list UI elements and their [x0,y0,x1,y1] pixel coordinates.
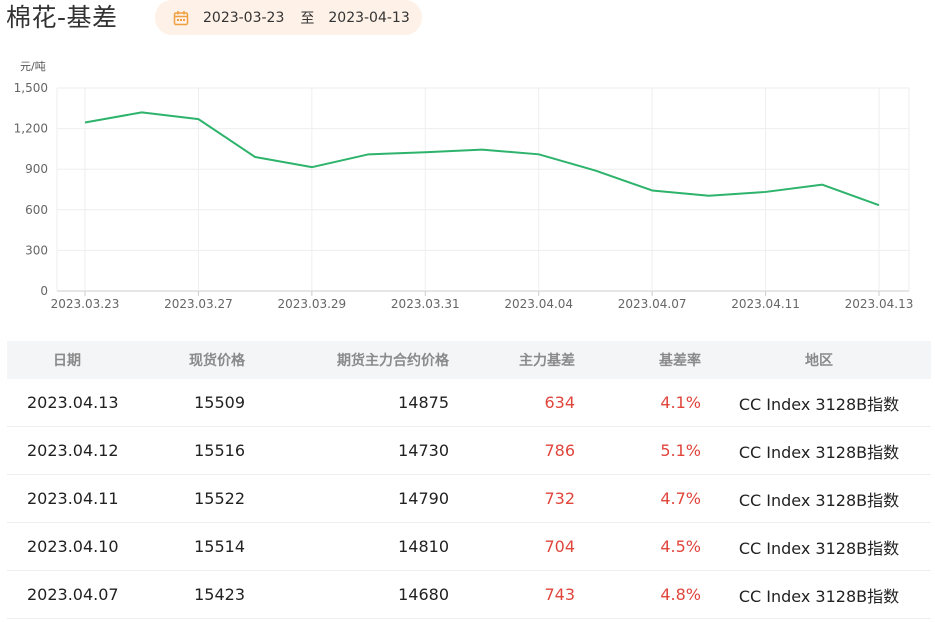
cell-region: CC Index 3128B指数 [738,394,900,414]
y-tick-label: 600 [25,203,48,217]
table-row: 2023.04.11 15522 14790 732 4.7% CC Index 3128… [7,475,931,523]
cell-futures-price: 14790 [398,489,449,508]
y-tick-label: 1,500 [14,81,48,95]
x-tick-label: 2023.04.13 [845,297,914,311]
header-basis-rate: 基差率 [659,353,701,369]
cell-basis: 786 [544,441,575,460]
cell-spot-price: 15509 [194,393,245,412]
data-point [83,121,87,125]
table-header: 日期 现货价格 期货主力合约价格 主力基差 基差率 地区 [7,341,931,379]
y-tick-label: 300 [25,243,48,257]
header-basis: 主力基差 [519,353,575,369]
cell-spot-price: 15514 [194,537,245,556]
x-tick-label: 2023.03.29 [277,297,346,311]
x-tick-label: 2023.04.11 [731,297,800,311]
series-line [84,111,880,207]
cell-basis: 743 [544,585,575,604]
cell-basis: 704 [544,537,575,556]
header-date: 日期 [53,353,81,369]
y-tick-label: 1,200 [14,122,48,136]
header-futures-price: 期货主力合约价格 [337,353,449,369]
cell-date: 2023.04.10 [27,537,119,556]
cell-basis-rate: 4.7% [660,489,701,508]
table-body: 2023.04.13 15509 14875 634 4.1% CC Index 3128… [7,379,931,619]
cell-basis-rate: 5.1% [660,441,701,460]
cell-futures-price: 14680 [398,585,449,604]
data-point [593,169,597,173]
data-point [707,194,711,198]
cell-date: 2023.04.07 [27,585,119,604]
basis-table: 日期 现货价格 期货主力合约价格 主力基差 基差率 地区 2023.04.13 1… [7,341,931,619]
data-point [650,188,654,192]
cell-futures-price: 14810 [398,537,449,556]
date-end[interactable]: 2023-04-13 [328,9,410,26]
cell-futures-price: 14875 [398,393,449,412]
header-region: 地区 [805,353,833,369]
y-axis-unit-label: 元/吨 [20,60,46,73]
cell-spot-price: 15423 [194,585,245,604]
date-range-picker[interactable]: 2023-03-23 至 2023-04-13 [155,0,422,35]
y-tick-label: 900 [25,162,48,176]
cell-region: CC Index 3128B指数 [738,538,900,558]
table-row: 2023.04.10 15514 14810 704 4.5% CC Index 3128… [7,523,931,571]
cell-date: 2023.04.11 [27,489,119,508]
cell-futures-price: 14730 [398,441,449,460]
data-point [140,110,144,114]
basis-line-chart: 元/吨 0 300 600 900 1,200 1,500 2023.03.23 2023.03… [14,60,914,311]
data-point [423,150,427,154]
x-tick-label: 2023.03.23 [51,297,120,311]
header-spot-price: 现货价格 [189,353,245,369]
cell-date: 2023.04.12 [27,441,119,460]
cell-basis: 634 [544,393,575,412]
cell-region: CC Index 3128B指数 [738,586,900,606]
x-tick-label: 2023.04.07 [618,297,687,311]
x-tick-label: 2023.03.27 [164,297,233,311]
cell-spot-price: 15516 [194,441,245,460]
cell-spot-price: 15522 [194,489,245,508]
x-tick-label: 2023.04.04 [504,297,573,311]
date-start[interactable]: 2023-03-23 [203,9,285,26]
table-row: 2023.04.13 15509 14875 634 4.1% CC Index 3128… [7,379,931,427]
cell-region: CC Index 3128B指数 [738,442,900,462]
x-tick-label: 2023.03.31 [391,297,460,311]
data-point [480,148,484,152]
data-point [196,117,200,121]
data-point [820,183,824,187]
data-point [367,152,371,156]
page-title: 棉花-基差 [6,3,118,32]
cell-basis-rate: 4.5% [660,537,701,556]
data-point [537,152,541,156]
data-point [764,190,768,194]
data-point [310,165,314,169]
data-point [877,203,881,207]
cell-region: CC Index 3128B指数 [738,490,900,510]
table-row: 2023.04.12 15516 14730 786 5.1% CC Index 3128… [7,427,931,475]
cell-basis: 732 [544,489,575,508]
data-point [253,155,257,159]
cell-basis-rate: 4.8% [660,585,701,604]
cell-basis-rate: 4.1% [660,393,701,412]
cell-date: 2023.04.13 [27,393,119,412]
table-row: 2023.04.07 15423 14680 743 4.8% CC Index 3128… [7,571,931,619]
calendar-icon [173,10,189,25]
y-tick-label: 0 [40,284,48,298]
date-separator: 至 [300,10,315,27]
